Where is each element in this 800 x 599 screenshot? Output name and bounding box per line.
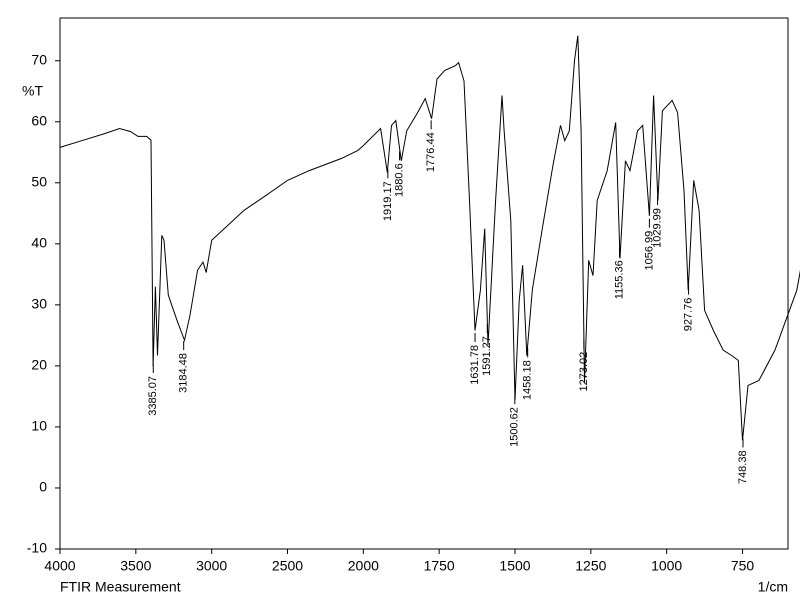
spectrum-line [59, 35, 800, 441]
peak-label: 3184.48 [178, 353, 190, 393]
peak-label: 927.76 [683, 298, 695, 332]
x-tick-label: 2500 [272, 558, 303, 574]
y-tick-label: 20 [31, 357, 47, 373]
peak-label: 1458.18 [522, 360, 534, 400]
y-tick-label: 50 [31, 173, 47, 189]
x-tick-label: 1250 [575, 558, 606, 574]
x-tick-label: 750 [731, 558, 755, 574]
x-tick-label: 3500 [120, 558, 151, 574]
peak-label: 1631.78 [469, 345, 481, 385]
x-tick-label: 3000 [196, 558, 227, 574]
peak-label: 1500.62 [509, 407, 521, 447]
chart-title: FTIR Measurement [60, 579, 181, 595]
peak-label: 1919.17 [382, 181, 394, 221]
x-tick-label: 1000 [651, 558, 682, 574]
peak-label: 1880.6 [394, 163, 406, 197]
y-tick-label: 40 [31, 235, 47, 251]
y-tick-label: 70 [31, 51, 47, 67]
y-tick-label: 10 [31, 418, 47, 434]
peak-label: 3385.07 [147, 376, 159, 416]
y-tick-label: 60 [31, 112, 47, 128]
y-tick-label: -10 [27, 540, 47, 556]
plot-frame [59, 17, 789, 550]
peak-label: 1155.36 [613, 260, 625, 299]
y-axis-label: %T [22, 83, 43, 99]
x-tick-label: 1500 [499, 558, 530, 574]
peak-label: 1591.27 [481, 336, 493, 376]
peak-label: 1029.99 [652, 208, 664, 248]
x-tick-label: 4000 [44, 558, 75, 574]
x-tick-label: 1750 [424, 558, 455, 574]
peak-label: 1056.99 [643, 231, 655, 271]
peak-label: 1273.02 [578, 352, 590, 392]
x-tick-label: 2000 [348, 558, 379, 574]
y-tick-label: 30 [31, 296, 47, 312]
peak-label: 748.38 [737, 450, 749, 484]
x-axis-label: 1/cm [758, 579, 788, 595]
peak-label: 1776.44 [425, 132, 437, 172]
y-tick-label: 0 [39, 479, 47, 495]
